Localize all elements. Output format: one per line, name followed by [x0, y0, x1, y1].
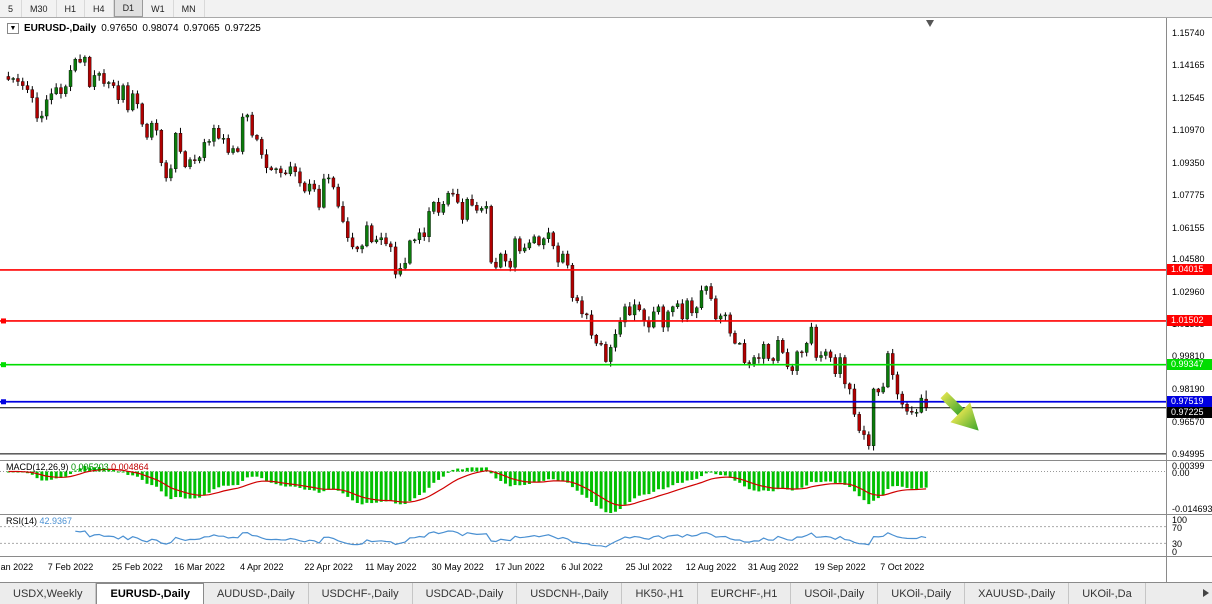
- timeframe-button-5[interactable]: 5: [0, 0, 23, 17]
- rsi-line: [75, 530, 927, 548]
- rsi-axis-label: 0: [1172, 547, 1178, 557]
- price-axis-label: 1.09350: [1172, 157, 1205, 168]
- price-axis-label: 1.14165: [1172, 59, 1205, 70]
- chart-tab-ukoil-da[interactable]: UKOil-,Da: [1069, 583, 1146, 604]
- date-axis-label: 4 Apr 2022: [239, 562, 284, 572]
- tab-scroll-icon[interactable]: [1203, 589, 1209, 597]
- line-handle[interactable]: [1, 318, 6, 324]
- date-axis-label: 7 Oct 2022: [880, 562, 925, 572]
- timeframe-button-W1[interactable]: W1: [143, 0, 174, 17]
- rsi-svg: [0, 526, 1166, 548]
- price-chart-pane[interactable]: [0, 18, 1166, 460]
- chart-tabs-bar: USDX,Weekly EURUSD-,Daily AUDUSD-,Daily USD…: [0, 582, 1212, 604]
- pane-separator: [0, 556, 1212, 557]
- macd-signal-value: 0.004864: [111, 462, 149, 472]
- price-axis[interactable]: 1.15740 1.14165 1.12545 1.10970 1.09350 1.077…: [1166, 18, 1212, 582]
- chart-tab-hk50-h1[interactable]: HK50-,H1: [622, 583, 698, 604]
- date-axis-label: 19 Jan 2022: [0, 562, 34, 572]
- price-axis-label: 0.98190: [1172, 384, 1205, 395]
- price-line-label: 1.01502: [1167, 314, 1212, 326]
- price-axis-label: 1.15740: [1172, 28, 1205, 38]
- macd-axis-label: -0.014693: [1172, 504, 1212, 514]
- price-axis-label: 1.02960: [1172, 287, 1205, 298]
- chart-tab-eurchf-h1[interactable]: EURCHF-,H1: [698, 583, 792, 604]
- price-axis-label: 0.96570: [1172, 417, 1205, 428]
- date-axis-label: 31 Aug 2022: [747, 562, 799, 572]
- timeframe-button-MN[interactable]: MN: [174, 0, 205, 17]
- date-axis-label: 12 Aug 2022: [685, 562, 737, 572]
- price-axis-label: 0.99810: [1172, 351, 1205, 362]
- chart-title: ▼ EURUSD-,Daily 0.97650 0.98074 0.97065 …: [7, 23, 261, 34]
- timeframe-button-M30[interactable]: M30: [22, 0, 57, 17]
- date-axis-label: 25 Feb 2022: [112, 562, 163, 572]
- price-axis-label: 1.04580: [1172, 254, 1205, 265]
- macd-signal-line: [8, 468, 927, 507]
- chart-tab-usdcnh-daily[interactable]: USDCNH-,Daily: [517, 583, 623, 604]
- date-axis-label: 30 May 2022: [431, 562, 484, 572]
- pane-separator[interactable]: [0, 460, 1212, 461]
- chart-tab-usdx-weekly[interactable]: USDX,Weekly: [0, 583, 97, 604]
- rsi-name: RSI(14): [6, 516, 38, 526]
- timeframe-button-H4[interactable]: H4: [85, 0, 114, 17]
- pane-separator[interactable]: [0, 514, 1212, 515]
- date-axis-label: 11 May 2022: [365, 562, 417, 572]
- macd-main-value: 0.005203: [71, 462, 109, 472]
- chart-tab-usdcad-daily[interactable]: USDCAD-,Daily: [413, 583, 518, 604]
- chart-tab-usoil-daily[interactable]: USOil-,Daily: [791, 583, 879, 604]
- quote-open: 0.97650: [101, 23, 138, 34]
- date-axis-label: 7 Feb 2022: [47, 562, 94, 572]
- arrow-annotation[interactable]: [936, 386, 988, 442]
- macd-indicator-label: MACD(12,26,9) 0.005203 0.004864: [6, 462, 149, 472]
- date-axis-label: 6 Jul 2022: [561, 562, 603, 572]
- timeframe-button-D1[interactable]: D1: [113, 0, 144, 17]
- date-axis-label: 25 Jul 2022: [625, 562, 673, 572]
- price-line-label: 0.97519: [1167, 395, 1212, 407]
- price-axis-label: 1.12545: [1172, 92, 1205, 103]
- price-line-label: 0.99347: [1167, 358, 1212, 370]
- rsi-axis-label: 100: [1172, 515, 1188, 525]
- price-axis-label: 1.07775: [1172, 189, 1205, 200]
- chart-tab-ukoil-daily[interactable]: UKOil-,Daily: [878, 583, 966, 604]
- macd-panel[interactable]: [0, 460, 1166, 514]
- chart-tab-usdchf-daily[interactable]: USDCHF-,Daily: [309, 583, 413, 604]
- price-axis-label: 1.06155: [1172, 222, 1205, 233]
- chart-tab-audusd-daily[interactable]: AUDUSD-,Daily: [204, 583, 309, 604]
- price-axis-label: 1.10970: [1172, 124, 1205, 135]
- price-line-label: 1.04015: [1167, 263, 1212, 275]
- price-line-label: 0.97225: [1167, 406, 1212, 418]
- chart-shift-marker-icon[interactable]: [926, 20, 934, 27]
- macd-name: MACD(12,26,9): [6, 462, 69, 472]
- timeframe-toolbar: 5 M30 H1 H4 D1 W1 MN: [0, 0, 1212, 18]
- line-handle[interactable]: [1, 362, 6, 368]
- macd-axis-label: 0.00: [1172, 467, 1190, 478]
- chart-tab-xauusd-daily[interactable]: XAUUSD-,Daily: [965, 583, 1070, 604]
- chart-tab-eurusd-daily[interactable]: EURUSD-,Daily: [96, 583, 204, 604]
- quote-low: 0.97065: [183, 23, 220, 34]
- macd-histogram: [6, 465, 928, 514]
- line-handle[interactable]: [1, 399, 6, 405]
- macd-axis-label: 0.00399: [1172, 461, 1205, 471]
- date-axis-label: 19 Sep 2022: [814, 562, 866, 572]
- rsi-panel[interactable]: [0, 514, 1166, 556]
- chart-menu-icon[interactable]: ▼: [7, 23, 19, 34]
- candlestick-series: [6, 54, 928, 451]
- rsi-axis-label: 30: [1172, 539, 1183, 550]
- date-axis-label: 22 Apr 2022: [304, 562, 353, 572]
- down-right-arrow-icon: [940, 391, 979, 431]
- date-axis-label: 16 Mar 2022: [174, 562, 225, 572]
- quote-close: 0.97225: [224, 23, 261, 34]
- rsi-value: 42.9367: [39, 516, 73, 526]
- macd-svg: [0, 465, 1166, 514]
- quote-high: 0.98074: [142, 23, 179, 34]
- price-chart-svg[interactable]: [0, 18, 1166, 460]
- rsi-indicator-label: RSI(14) 42.9367: [6, 516, 72, 526]
- timeframe-button-H1[interactable]: H1: [57, 0, 86, 17]
- price-axis-label: 0.94995: [1172, 448, 1205, 459]
- rsi-axis-label: 70: [1172, 522, 1183, 533]
- date-axis[interactable]: 19 Jan 2022 7 Feb 2022 25 Feb 2022 16 Mar 2…: [0, 556, 1166, 582]
- chart-symbol-label: EURUSD-,Daily: [24, 23, 97, 34]
- date-axis-label: 17 Jun 2022: [495, 562, 545, 572]
